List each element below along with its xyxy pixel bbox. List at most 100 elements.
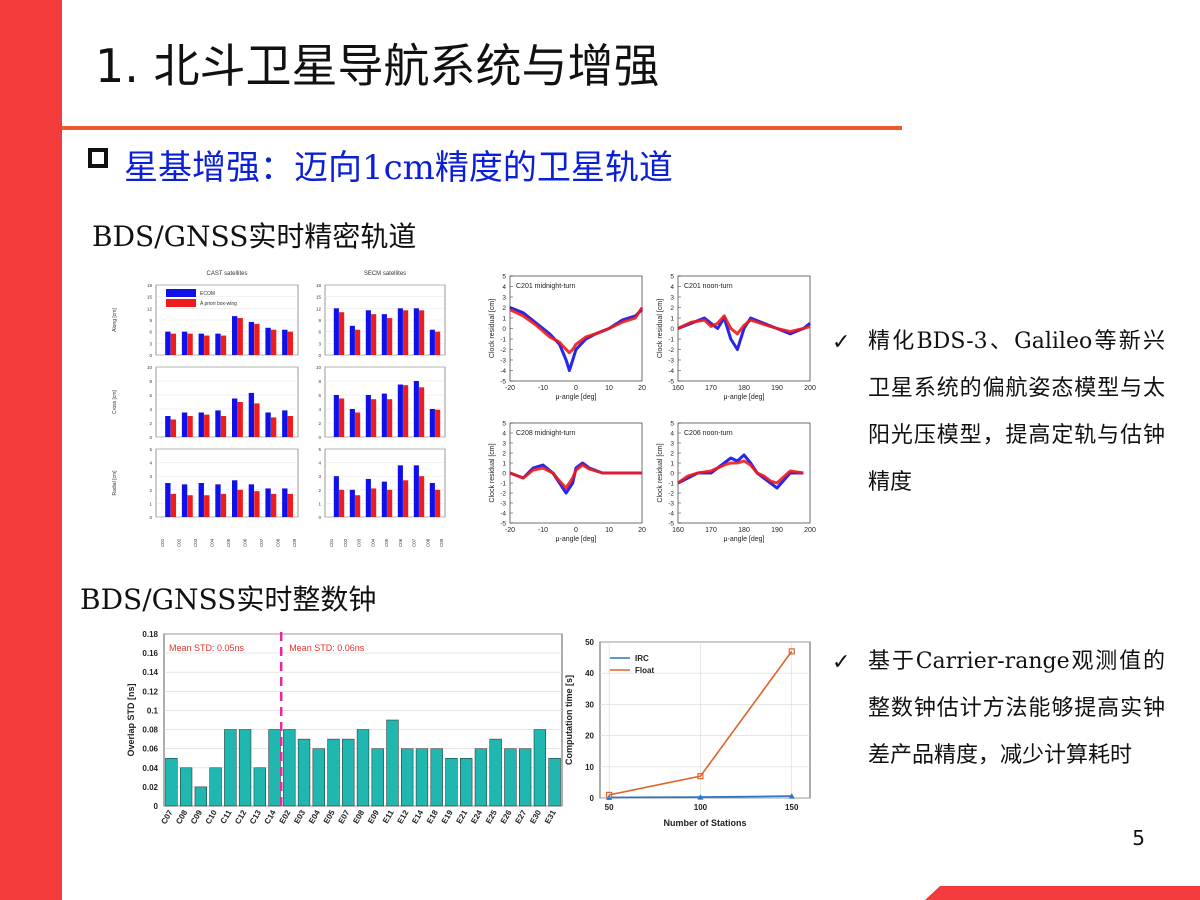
orbit-y-tick-label: 18 <box>147 283 153 288</box>
orbit-chart-title: CAST satellites <box>207 271 248 277</box>
orbit-bar <box>220 416 227 437</box>
std-bar <box>460 757 473 807</box>
residual-x-axis-label: μ-angle [deg] <box>723 394 764 401</box>
orbit-bar <box>429 483 435 517</box>
orbit-bar <box>435 489 441 517</box>
residual-y-tick-label: -1 <box>500 481 506 488</box>
residual-y-tick-label: 5 <box>670 421 674 428</box>
std-y-axis-label: Overlap STD [ns] <box>126 683 136 756</box>
residual-y-tick-label: -3 <box>668 501 674 508</box>
orbit-bar <box>187 495 193 517</box>
left-accent-bar <box>0 0 62 900</box>
orbit-panel-frame <box>155 366 299 438</box>
orbit-y-tick-label: 12 <box>316 306 322 311</box>
std-bar <box>548 757 561 807</box>
residual-x-tick-label: -20 <box>505 385 515 392</box>
computation-time-figure: 0 10 20 30 40 50 50 100 150 Number of Stations Com… <box>564 638 811 828</box>
residual-panel-label: C206 noon-turn <box>684 430 733 437</box>
orbit-y-tick-label: 3 <box>149 341 152 346</box>
orbit-bar <box>232 480 238 517</box>
orbit-bar <box>349 325 355 355</box>
orbit-bar <box>254 491 260 517</box>
legend-label: ECOM <box>200 291 215 297</box>
orbit-bar <box>237 318 243 355</box>
time-marker-irc <box>788 793 795 799</box>
residual-y-tick-label: 2 <box>670 305 674 312</box>
orbit-bar <box>270 493 277 517</box>
slide-subtitle: 星基增强：迈向1cm精度的卫星轨道 <box>124 148 673 188</box>
residual-x-tick-label: -20 <box>505 527 515 534</box>
time-y-tick-label: 40 <box>585 669 594 678</box>
orbit-bar <box>413 381 419 437</box>
orbit-bar <box>387 318 393 355</box>
orbit-y-tick-label: 4 <box>149 461 152 466</box>
orbit-bar <box>339 489 345 517</box>
orbit-y-tick-label: 0 <box>318 353 321 358</box>
residual-y-tick-label: 4 <box>670 284 674 291</box>
residual-series-red <box>509 306 644 355</box>
orbit-bar <box>204 335 210 355</box>
orbit-bar <box>270 329 277 355</box>
std-bar <box>474 748 488 807</box>
residual-y-tick-label: -4 <box>500 511 506 518</box>
orbit-bar <box>220 493 227 517</box>
std-x-tick-label: C10 <box>204 808 219 826</box>
orbit-x-tick-label: C09 <box>292 538 297 547</box>
orbit-bar <box>365 395 371 437</box>
residual-y-tick-label: 4 <box>670 431 674 438</box>
orbit-bar <box>282 488 288 517</box>
orbit-bar <box>215 410 221 437</box>
residual-y-tick-label: 5 <box>502 421 506 428</box>
orbit-bar <box>204 495 210 517</box>
std-bar <box>415 748 429 807</box>
residual-x-tick-label: 170 <box>705 385 717 392</box>
orbit-x-tick-label: C06 <box>243 538 248 547</box>
std-x-tick-label: C12 <box>233 808 248 826</box>
std-annotation-gps: Mean STD: 0.05ns <box>169 643 245 653</box>
time-marker-float <box>606 791 613 798</box>
orbit-bar <box>287 416 293 437</box>
orbit-y-tick-label: 4 <box>318 461 321 466</box>
orbit-x-tick-label: C01 <box>329 538 334 547</box>
orbit-bar <box>265 488 271 517</box>
legend-swatch <box>166 289 196 297</box>
orbit-bar <box>248 321 255 355</box>
orbit-y-tick-label: 18 <box>316 283 322 288</box>
orbit-bar <box>282 410 288 437</box>
orbit-bar <box>397 384 403 437</box>
std-bar <box>165 757 178 807</box>
orbit-y-axis-label: Radial [cm] <box>112 470 118 496</box>
time-x-axis-label: Number of Stations <box>663 818 746 828</box>
orbit-bar <box>248 392 255 437</box>
orbit-bar <box>339 312 345 355</box>
std-y-tick-label: 0.1 <box>147 706 159 715</box>
orbit-bar <box>237 402 243 437</box>
residual-x-tick-label: -10 <box>538 527 548 534</box>
orbit-y-tick-label: 6 <box>149 330 152 335</box>
std-x-tick-label: E24 <box>469 808 484 825</box>
orbit-bar <box>371 314 377 355</box>
time-y-tick-label: 0 <box>590 794 595 803</box>
time-marker-irc <box>697 794 704 800</box>
orbit-y-tick-label: 9 <box>149 318 152 323</box>
orbit-bar <box>181 484 188 517</box>
orbit-y-tick-label: 5 <box>149 447 152 452</box>
time-plot-frame <box>599 641 811 799</box>
std-bar <box>430 748 443 807</box>
residual-y-axis-label: Clock residual [cm] <box>489 299 496 358</box>
std-bar <box>445 757 458 807</box>
orbit-bar <box>349 489 355 517</box>
orbit-bar <box>339 398 345 437</box>
orbit-bar <box>287 331 293 355</box>
page-number: 5 <box>1132 826 1145 850</box>
orbit-bar <box>204 414 210 437</box>
orbit-bar <box>215 484 221 517</box>
residual-y-tick-label: -2 <box>500 491 506 498</box>
orbit-x-tick-label: C06 <box>398 538 403 547</box>
time-y-tick-label: 30 <box>585 700 594 709</box>
std-y-tick-label: 0.12 <box>142 687 158 696</box>
std-x-tick-label: E03 <box>292 808 307 825</box>
std-x-tick-label: E09 <box>366 808 381 825</box>
